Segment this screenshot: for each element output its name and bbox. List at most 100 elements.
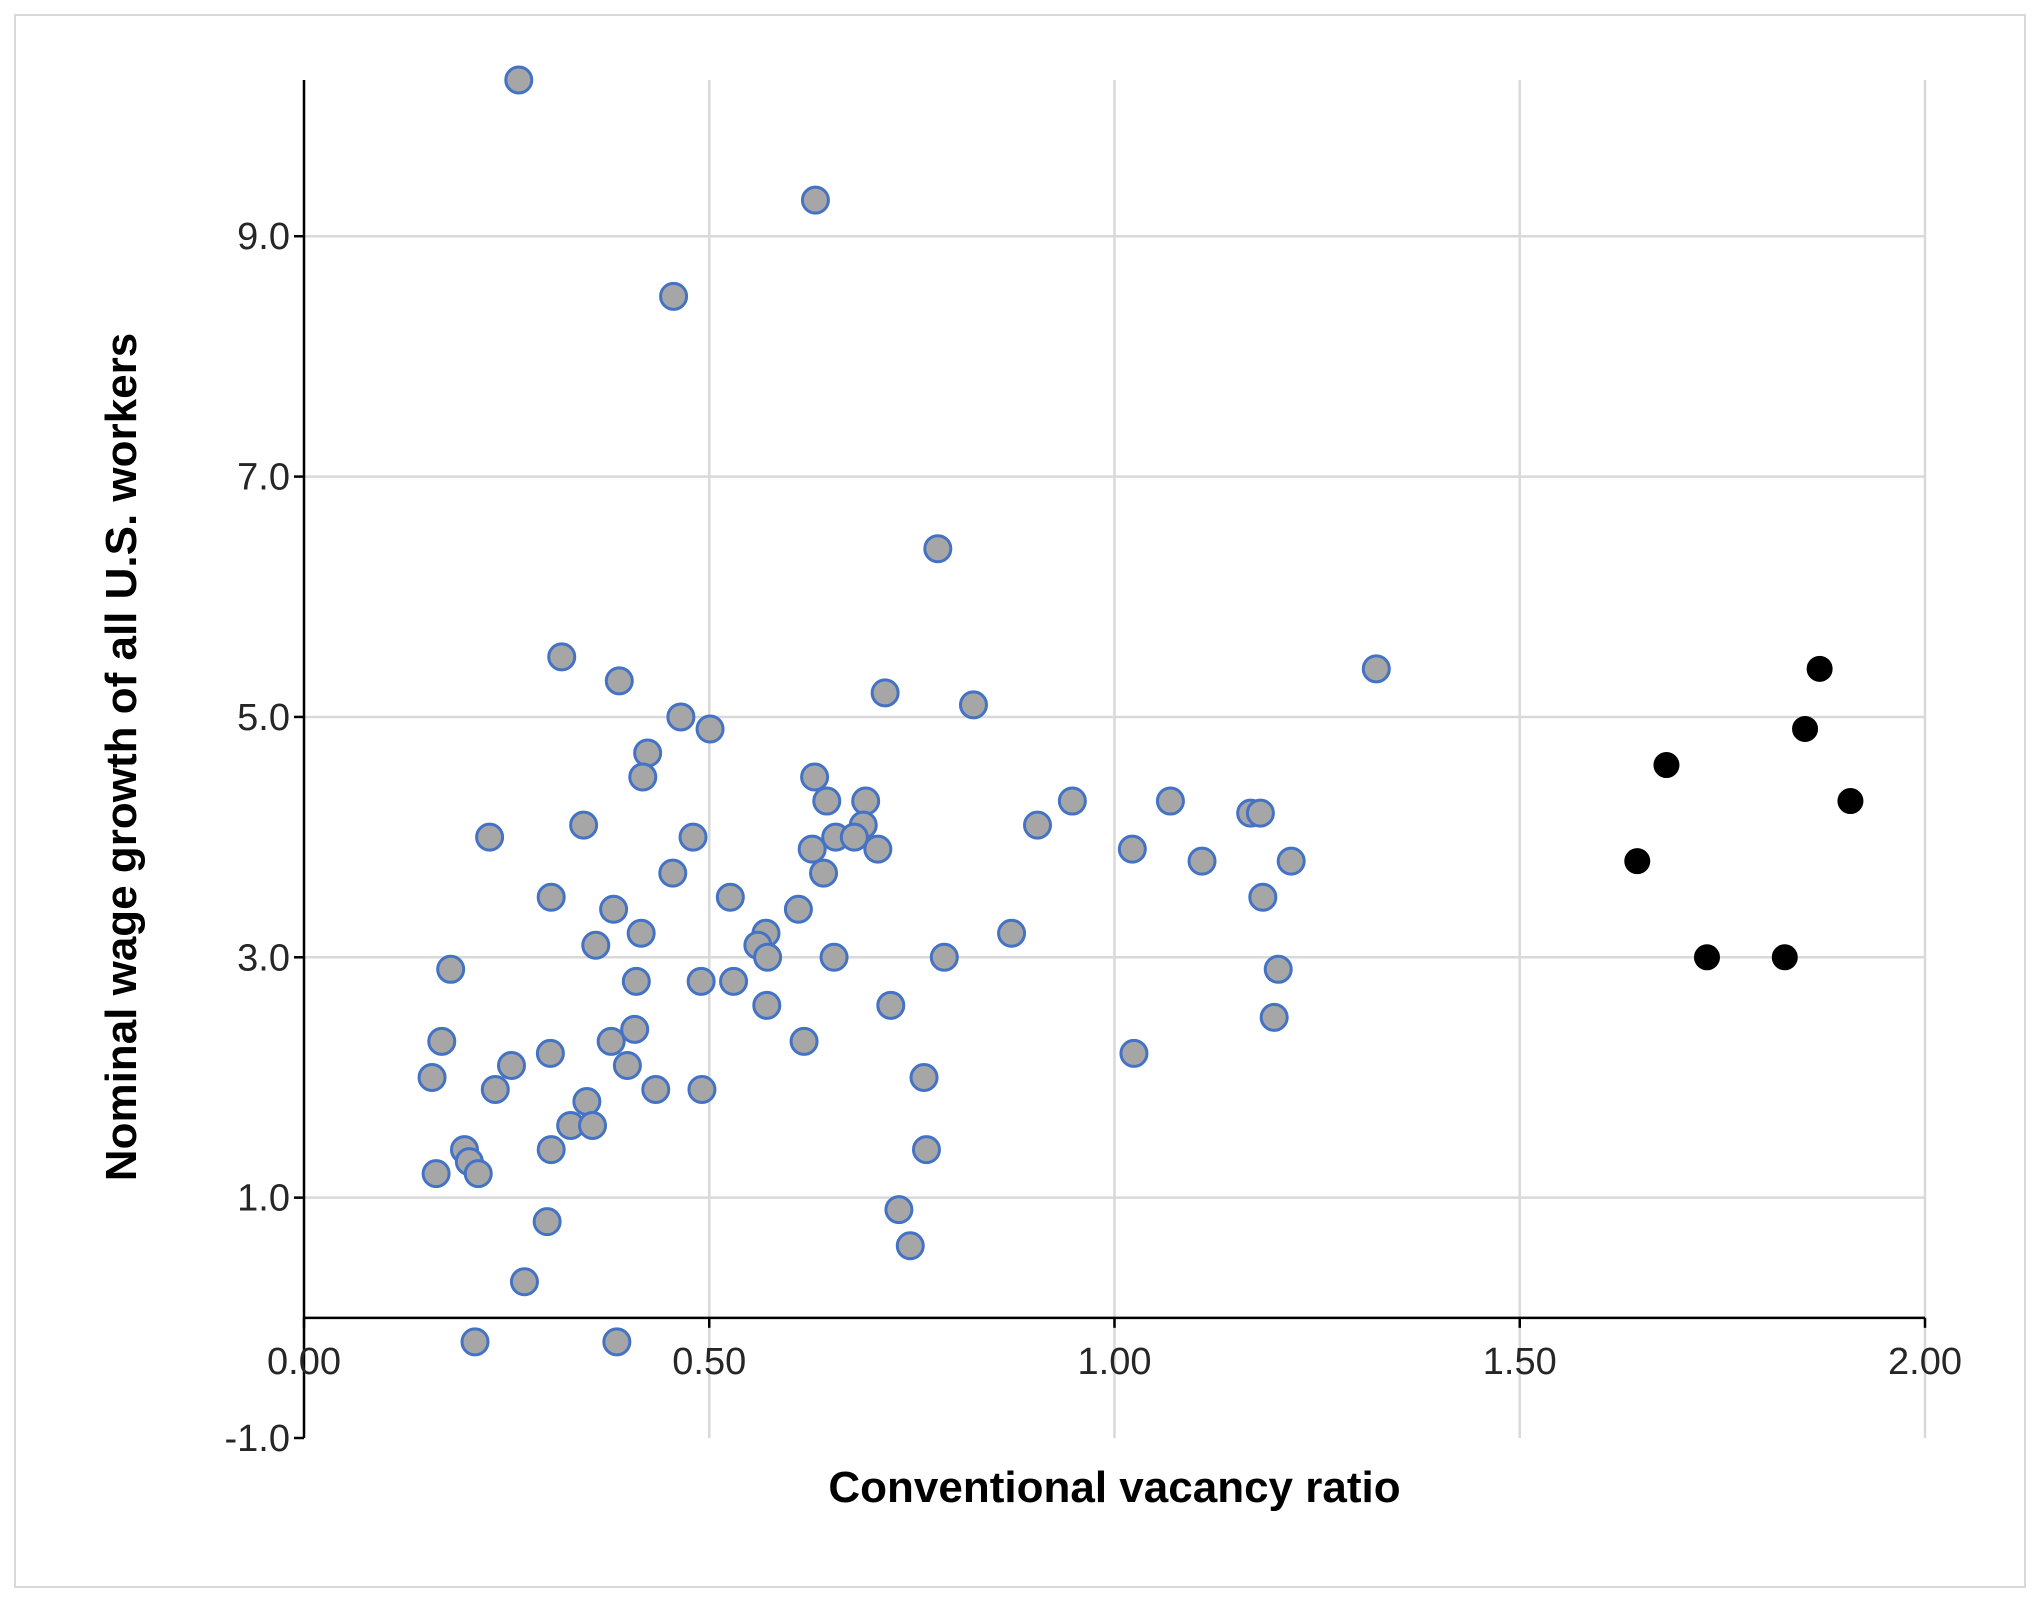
data-point xyxy=(1187,846,1217,876)
data-point xyxy=(569,810,599,840)
data-point xyxy=(1117,834,1147,864)
data-point xyxy=(626,918,656,948)
data-point xyxy=(659,281,689,311)
data-point xyxy=(621,966,651,996)
data-point xyxy=(596,1026,626,1056)
data-point xyxy=(509,1267,539,1297)
data-point xyxy=(460,1327,490,1357)
data-point xyxy=(870,678,900,708)
x-tick-label: 0.00 xyxy=(267,1341,341,1383)
data-point xyxy=(536,1135,566,1165)
data-point xyxy=(658,858,688,888)
x-axis-title: Conventional vacancy ratio xyxy=(828,1463,1400,1512)
data-point-highlighted xyxy=(1693,944,1720,971)
data-point xyxy=(436,954,466,984)
y-tick-label: 9.0 xyxy=(237,216,290,258)
data-point xyxy=(536,882,566,912)
data-point xyxy=(1276,846,1306,876)
data-point xyxy=(620,1014,650,1044)
grid-layer xyxy=(304,80,1927,1438)
data-point xyxy=(1248,882,1278,912)
data-point xyxy=(1259,1002,1289,1032)
data-point xyxy=(923,534,953,564)
data-point xyxy=(719,966,749,996)
y-tick-label: -1.0 xyxy=(225,1418,290,1460)
data-point xyxy=(752,990,782,1020)
data-point-highlighted xyxy=(1792,715,1819,742)
data-point xyxy=(602,1327,632,1357)
x-tick-label: 1.00 xyxy=(1078,1341,1152,1383)
data-point xyxy=(1263,954,1293,984)
data-point xyxy=(687,1074,717,1104)
axes-layer xyxy=(294,80,1927,1440)
data-point xyxy=(929,942,959,972)
data-point xyxy=(812,786,842,816)
data-points xyxy=(417,65,1864,1357)
data-point xyxy=(895,1231,925,1261)
data-point xyxy=(997,918,1027,948)
data-point xyxy=(789,1026,819,1056)
data-point-highlighted xyxy=(1624,848,1651,875)
data-point xyxy=(695,714,725,744)
data-point xyxy=(715,882,745,912)
x-tick-label: 1.50 xyxy=(1483,1341,1557,1383)
data-point xyxy=(496,1050,526,1080)
data-point xyxy=(884,1195,914,1225)
data-point xyxy=(532,1207,562,1237)
data-point xyxy=(863,834,893,864)
data-point xyxy=(641,1074,671,1104)
data-point xyxy=(800,762,830,792)
data-point xyxy=(678,822,708,852)
y-tick-label: 7.0 xyxy=(237,457,290,499)
data-point xyxy=(604,666,634,696)
data-point xyxy=(1057,786,1087,816)
data-point xyxy=(911,1135,941,1165)
data-point xyxy=(666,702,696,732)
data-point-highlighted xyxy=(1837,788,1864,815)
data-point xyxy=(480,1074,510,1104)
data-point xyxy=(809,858,839,888)
data-point xyxy=(547,642,577,672)
data-point-highlighted xyxy=(1806,655,1833,682)
data-point xyxy=(463,1159,493,1189)
data-point xyxy=(1155,786,1185,816)
data-point xyxy=(797,834,827,864)
data-point xyxy=(633,738,663,768)
data-point xyxy=(1023,810,1053,840)
data-point xyxy=(909,1062,939,1092)
y-tick-label: 5.0 xyxy=(237,697,290,739)
tick-labels: -1.0 1.0 3.0 5.0 7.0 9.0 0.00 0.50 1.00 1.50 2.00 xyxy=(225,216,1962,1460)
data-point xyxy=(1361,654,1391,684)
data-point xyxy=(628,762,658,792)
data-point xyxy=(599,894,629,924)
data-point xyxy=(612,1050,642,1080)
data-point xyxy=(578,1111,608,1141)
x-tick-label: 0.50 xyxy=(672,1341,746,1383)
data-point xyxy=(421,1159,451,1189)
data-point xyxy=(876,990,906,1020)
data-point-highlighted xyxy=(1771,944,1798,971)
y-tick-label: 1.0 xyxy=(237,1178,290,1220)
data-point xyxy=(417,1062,447,1092)
data-point xyxy=(958,690,988,720)
data-point xyxy=(800,185,830,215)
data-point xyxy=(1119,1038,1149,1068)
data-point xyxy=(535,1038,565,1068)
data-point-highlighted xyxy=(1653,752,1680,779)
data-point xyxy=(783,894,813,924)
data-point xyxy=(686,966,716,996)
chart-frame xyxy=(14,14,2026,1588)
y-tick-label: 3.0 xyxy=(237,937,290,979)
data-point xyxy=(1245,798,1275,828)
data-point xyxy=(504,65,534,95)
x-tick-label: 2.00 xyxy=(1888,1341,1962,1383)
data-point xyxy=(839,822,869,852)
data-point xyxy=(427,1026,457,1056)
data-point xyxy=(851,786,881,816)
data-point xyxy=(475,822,505,852)
data-point xyxy=(753,942,783,972)
data-point xyxy=(819,942,849,972)
data-point xyxy=(572,1087,602,1117)
y-axis-title: Nominal wage growth of all U.S. workers xyxy=(97,333,146,1181)
